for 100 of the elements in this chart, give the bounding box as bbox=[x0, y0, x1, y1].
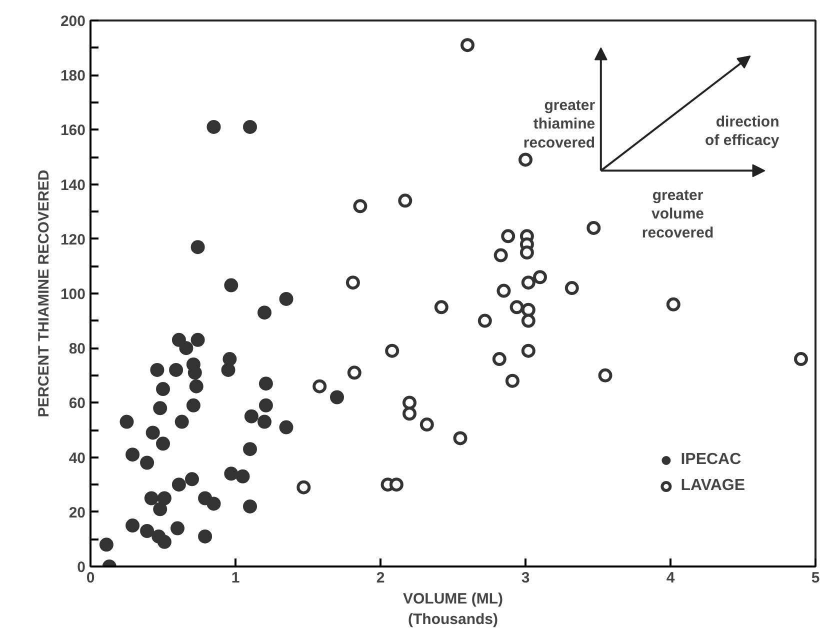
point bbox=[586, 220, 601, 235]
point bbox=[420, 418, 434, 432]
point bbox=[460, 38, 474, 52]
legend-label: IPECAC bbox=[680, 451, 742, 469]
point bbox=[169, 362, 184, 377]
point bbox=[243, 499, 257, 514]
point bbox=[666, 297, 680, 312]
point bbox=[156, 382, 170, 396]
point bbox=[153, 401, 168, 416]
point bbox=[347, 366, 362, 380]
point bbox=[533, 270, 547, 284]
point bbox=[174, 414, 189, 429]
point bbox=[120, 414, 134, 429]
point bbox=[126, 518, 140, 533]
point bbox=[402, 396, 416, 410]
y-tick-label: 80 bbox=[68, 340, 86, 358]
point bbox=[494, 248, 508, 262]
point bbox=[258, 398, 273, 412]
point bbox=[598, 368, 612, 382]
point bbox=[346, 276, 360, 290]
point bbox=[153, 502, 168, 516]
legend-label: LAVAGE bbox=[680, 477, 745, 495]
point bbox=[140, 524, 154, 538]
point bbox=[296, 480, 311, 494]
point bbox=[279, 292, 294, 306]
point bbox=[453, 431, 468, 446]
point bbox=[190, 240, 205, 254]
point bbox=[206, 496, 221, 511]
point bbox=[206, 120, 221, 134]
point bbox=[144, 491, 158, 506]
point bbox=[794, 352, 808, 366]
annotation: greater volume recovered bbox=[642, 187, 714, 242]
point bbox=[221, 362, 236, 377]
point bbox=[505, 374, 520, 388]
y-tick-label: 100 bbox=[60, 286, 86, 303]
point bbox=[170, 521, 184, 536]
point bbox=[157, 534, 172, 549]
point bbox=[172, 478, 186, 492]
point bbox=[126, 448, 140, 462]
point bbox=[518, 152, 532, 167]
point bbox=[258, 306, 272, 320]
point bbox=[140, 456, 154, 470]
point bbox=[99, 538, 114, 552]
point bbox=[188, 366, 202, 380]
point bbox=[564, 281, 579, 296]
point bbox=[501, 229, 516, 244]
point bbox=[521, 276, 536, 290]
point bbox=[156, 436, 170, 451]
annotation: greater thiamine recovered bbox=[523, 96, 596, 152]
x-tick-label: 4 bbox=[666, 570, 676, 586]
y-tick-label: 200 bbox=[60, 13, 86, 30]
point bbox=[510, 300, 524, 314]
y-tick-label: 180 bbox=[60, 68, 86, 85]
point bbox=[243, 442, 257, 456]
y-tick-label: 140 bbox=[60, 176, 86, 194]
point bbox=[150, 362, 164, 377]
y-tick-label: 120 bbox=[60, 231, 86, 248]
x-tick-label: 2 bbox=[376, 570, 385, 586]
y-tick-label: 60 bbox=[68, 395, 86, 412]
point bbox=[496, 284, 511, 298]
point bbox=[236, 469, 250, 484]
point bbox=[478, 314, 492, 328]
point bbox=[385, 344, 400, 358]
y-tick-label: 0 bbox=[77, 559, 86, 576]
point bbox=[389, 478, 404, 492]
point bbox=[330, 390, 344, 404]
x-tick-label: 5 bbox=[811, 570, 820, 586]
point bbox=[146, 426, 160, 440]
point bbox=[190, 332, 205, 347]
point bbox=[434, 300, 448, 314]
point bbox=[157, 491, 172, 506]
point bbox=[186, 398, 200, 412]
x-tick-label: 3 bbox=[521, 570, 530, 586]
point bbox=[185, 472, 199, 486]
point bbox=[402, 406, 416, 421]
y-tick-label: 20 bbox=[68, 504, 86, 522]
annotation: direction of efficacy bbox=[705, 113, 780, 150]
y-tick-label: 160 bbox=[60, 122, 86, 140]
point bbox=[353, 199, 368, 214]
point bbox=[179, 341, 194, 356]
point bbox=[244, 409, 258, 424]
point bbox=[224, 278, 238, 292]
point bbox=[224, 466, 238, 481]
point bbox=[521, 344, 536, 358]
point bbox=[243, 120, 257, 134]
x-tick-label: 1 bbox=[231, 570, 240, 586]
point bbox=[492, 352, 506, 366]
point bbox=[198, 529, 212, 544]
point bbox=[521, 302, 536, 317]
point bbox=[258, 414, 272, 429]
point bbox=[258, 376, 273, 391]
point bbox=[279, 420, 294, 434]
point bbox=[520, 246, 534, 260]
point bbox=[312, 379, 327, 394]
y-tick-label: 40 bbox=[68, 450, 86, 467]
point bbox=[189, 379, 204, 394]
y-axis-title: PERCENT THIAMINE RECOVERED bbox=[35, 170, 52, 418]
point bbox=[398, 194, 412, 208]
x-axis-title: VOLUME (ML) (Thousands) bbox=[403, 590, 503, 628]
point bbox=[521, 314, 536, 328]
